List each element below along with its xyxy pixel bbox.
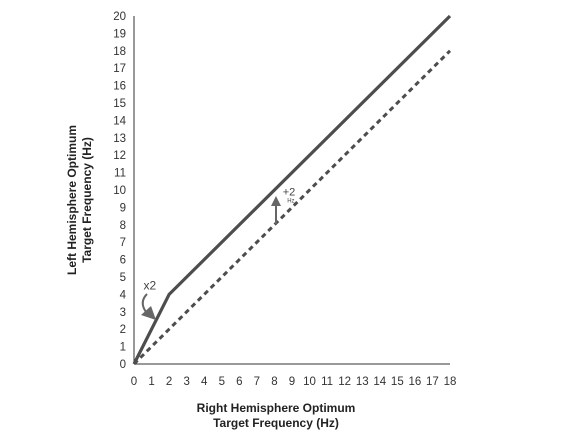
y-tick-label: 16: [113, 81, 126, 93]
x-tick-label: 15: [391, 376, 404, 388]
x-tick-label: 14: [373, 376, 386, 388]
y-tick-label: 19: [113, 28, 126, 40]
y-tick-label: 15: [113, 98, 126, 110]
x-tick-label: 4: [201, 376, 208, 388]
annotation-x2-arrow: [141, 293, 148, 313]
x-tick-label: 8: [271, 376, 277, 388]
series-solid-line: [132, 14, 452, 365]
y-tick-label: 11: [114, 168, 126, 180]
y-tick-label: 9: [120, 202, 126, 214]
x-tick-label: 11: [321, 376, 333, 388]
y-tick-label: 7: [120, 237, 126, 249]
y-tick-label: 0: [120, 359, 126, 371]
annotation-x2-label: x2: [144, 279, 157, 293]
y-tick-label: 8: [120, 220, 126, 232]
y-tick-label: 13: [113, 133, 126, 145]
series-layer: [132, 14, 452, 366]
x-tick-label: 1: [148, 376, 154, 388]
y-tick-label: 14: [113, 115, 126, 127]
y-tick-label: 12: [113, 150, 126, 162]
y-tick-label: 4: [120, 289, 127, 301]
x-tick-label: 2: [166, 376, 172, 388]
series-dashed-line: [132, 49, 452, 366]
y-tick-label: 10: [113, 185, 126, 197]
x-axis-title-line-2: Target Frequency (Hz): [213, 416, 339, 430]
x-tick-label: 6: [236, 376, 242, 388]
x-tick-label: 10: [303, 376, 316, 388]
x-tick-label: 13: [356, 376, 369, 388]
x-tick-label: 16: [408, 376, 421, 388]
annotation-plus2-unit: Hz: [287, 199, 294, 205]
annotation-plus2-arrowhead: [271, 196, 281, 206]
x-tick-label: 17: [426, 376, 439, 388]
x-tick-label: 3: [183, 376, 189, 388]
annotation-plus2-label: +2: [283, 187, 296, 199]
y-tick-label: 1: [120, 342, 126, 354]
y-tick-label: 3: [120, 307, 126, 319]
y-tick-label: 2: [120, 324, 126, 336]
y-tick-label: 20: [113, 11, 126, 23]
x-tick-label: 7: [254, 376, 260, 388]
y-axis-title-line-2: Target Frequency (Hz): [80, 137, 94, 263]
x-tick-label: 18: [444, 376, 457, 388]
y-tick-label: 18: [113, 46, 126, 58]
x-axis-title-line-1: Right Hemisphere Optimum: [197, 401, 356, 415]
annotation-x2-arrowhead: [141, 306, 156, 320]
x-axis-ticks: 0 1 2 3 4 5 6 7 8 9 10 11 12 13 14 15 16 17 18: [131, 376, 457, 388]
x-tick-label: 12: [338, 376, 351, 388]
x-tick-label: 5: [219, 376, 225, 388]
x-tick-label: 9: [289, 376, 295, 388]
y-tick-label: 6: [120, 255, 126, 267]
y-axis-title-line-1: Left Hemisphere Optimum: [65, 125, 79, 275]
y-tick-label: 5: [120, 272, 126, 284]
y-tick-label: 17: [113, 63, 126, 75]
x-tick-label: 0: [131, 376, 137, 388]
